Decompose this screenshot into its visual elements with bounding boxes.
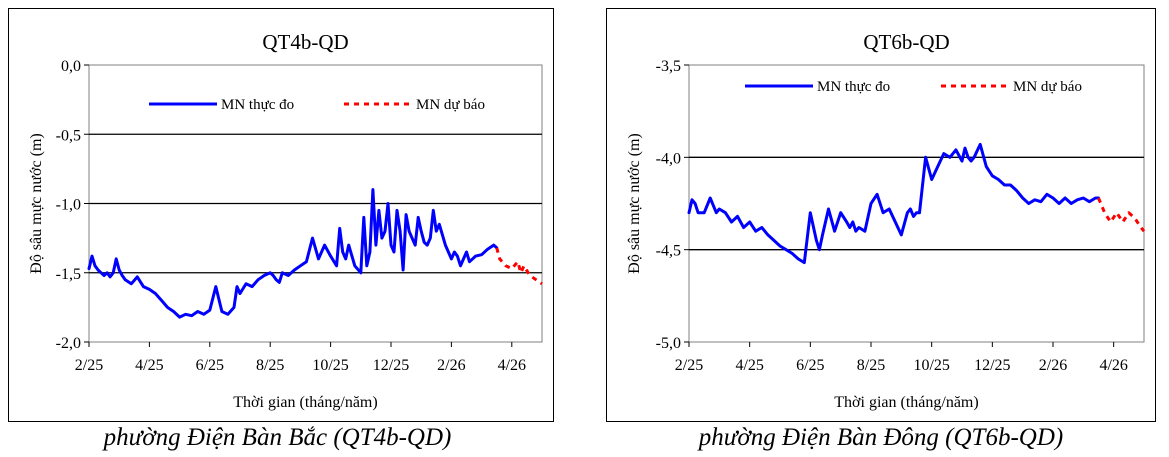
x-tick-label: 10/25 bbox=[312, 357, 348, 374]
x-tick-label: 4/25 bbox=[135, 357, 163, 374]
legend-label: MN thực đo bbox=[817, 79, 890, 95]
x-tick-label: 10/25 bbox=[913, 357, 949, 374]
y-tick-label: -5,0 bbox=[656, 335, 681, 352]
chart-caption: phường Điện Bàn Đông (QT6b-QD) bbox=[698, 424, 1064, 451]
x-tick-label: 4/25 bbox=[735, 357, 763, 374]
y-tick-label: -3,5 bbox=[656, 58, 681, 75]
legend-label: MN dự báo bbox=[416, 97, 485, 113]
y-axis-label: Độ sâu mực nước (m) bbox=[626, 133, 643, 273]
chart-frame: QT6b-QD -3,5 -4,0 -4,5 -5,0 2/25 4/25 6/25 8/25 1… bbox=[606, 8, 1156, 422]
legend-label: MN thực đo bbox=[221, 97, 294, 113]
x-tick-label: 6/25 bbox=[196, 357, 224, 374]
x-tick-label: 2/25 bbox=[675, 357, 703, 374]
x-tick-label: 2/25 bbox=[75, 357, 103, 374]
x-tick-label: 8/25 bbox=[857, 357, 885, 374]
y-tick-label: -4,0 bbox=[656, 150, 681, 167]
x-tick-label: 4/26 bbox=[1099, 357, 1127, 374]
x-tick-label: 12/25 bbox=[974, 357, 1010, 374]
x-tick-label: 12/25 bbox=[373, 357, 409, 374]
y-tick-label: -1,0 bbox=[56, 197, 81, 214]
chart-frame: QT4b-QD 0,0 -0,5 -1,0 -1,5 -2,0 2/25 4/25 6/25 8/… bbox=[8, 8, 554, 422]
y-tick-label: -2,0 bbox=[56, 335, 81, 352]
y-axis-label: Độ sâu mực nước (m) bbox=[28, 133, 45, 273]
series-line bbox=[687, 142, 1100, 265]
series-line bbox=[87, 188, 499, 319]
series-line bbox=[495, 247, 543, 286]
x-tick-label: 2/26 bbox=[437, 357, 465, 374]
chart-qt4b: QT4b-QD 0,0 -0,5 -1,0 -1,5 -2,0 2/25 4/25 6/25 8/… bbox=[28, 30, 543, 411]
y-tick-label: -4,5 bbox=[656, 243, 681, 260]
plot-area bbox=[688, 64, 1145, 343]
x-axis-label: Thời gian (tháng/năm) bbox=[233, 394, 377, 411]
x-tick-label: 2/26 bbox=[1039, 357, 1067, 374]
x-tick-label: 4/26 bbox=[498, 357, 526, 374]
x-tick-label: 8/25 bbox=[256, 357, 284, 374]
series-line bbox=[1097, 197, 1146, 233]
y-tick-label: -0,5 bbox=[56, 127, 81, 144]
chart-title: QT4b-QD bbox=[262, 30, 348, 54]
chart-title: QT6b-QD bbox=[863, 30, 949, 54]
legend-label: MN dự báo bbox=[1013, 79, 1082, 95]
x-tick-label: 6/25 bbox=[796, 357, 824, 374]
y-tick-label: -1,5 bbox=[56, 266, 81, 283]
chart-caption: phường Điện Bàn Bắc (QT4b-QD) bbox=[103, 424, 452, 451]
chart-qt6b: QT6b-QD -3,5 -4,0 -4,5 -5,0 2/25 4/25 6/25 8/25 1… bbox=[626, 30, 1146, 411]
x-axis-label: Thời gian (tháng/năm) bbox=[834, 394, 978, 411]
y-tick-label: 0,0 bbox=[61, 58, 81, 75]
